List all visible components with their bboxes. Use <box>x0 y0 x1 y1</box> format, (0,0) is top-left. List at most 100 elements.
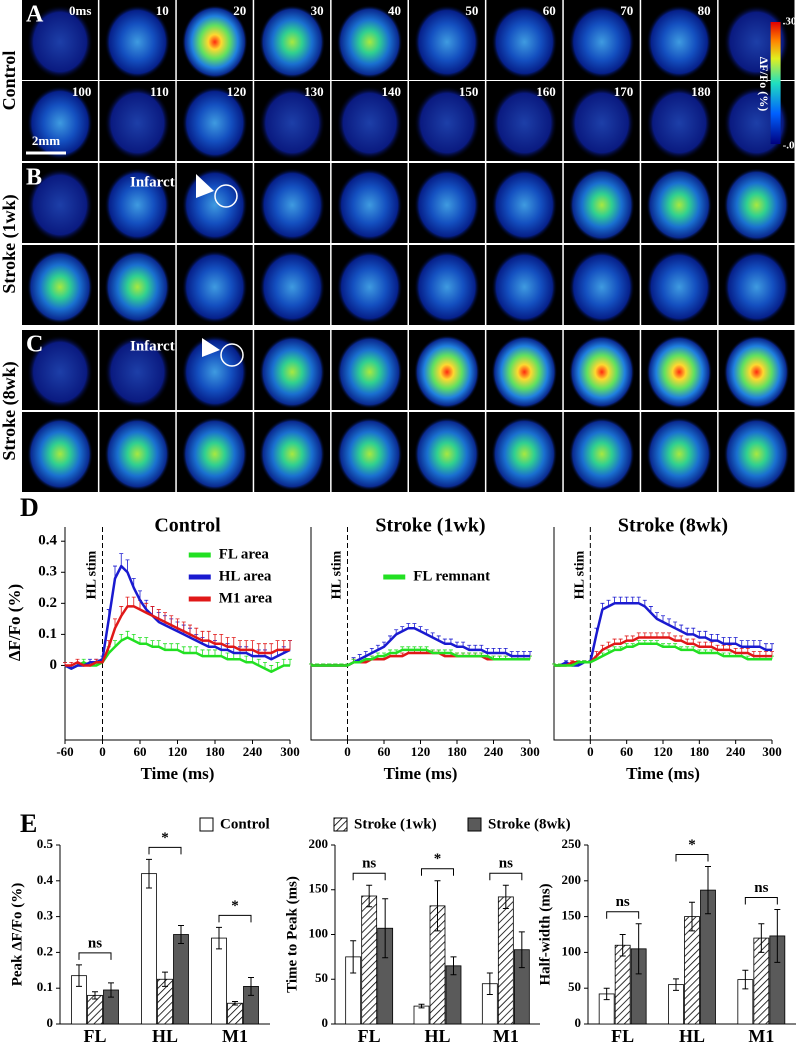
error-bar <box>350 940 357 974</box>
x-tick-label: 120 <box>168 744 188 759</box>
x-tick-label: 300 <box>520 744 540 759</box>
legend-swatch <box>333 817 348 832</box>
legend-swatch <box>199 817 214 832</box>
y-tick-label: 0.1 <box>38 626 57 642</box>
activity-map <box>723 250 790 324</box>
activity-map <box>646 250 713 324</box>
bar <box>361 895 378 1025</box>
chart-title: Stroke (8wk) <box>618 515 728 537</box>
significance-bracket <box>148 846 182 855</box>
significance-bracket <box>489 872 523 881</box>
x-tick-label: 60 <box>134 744 147 759</box>
y-tick-label: 100 <box>309 925 329 940</box>
panel-label: E <box>20 809 37 838</box>
group-label: Control <box>0 51 19 111</box>
significance-label: * <box>231 898 239 914</box>
x-tick-label: 0 <box>344 744 351 759</box>
time-label: 70 <box>620 3 633 18</box>
y-tick-label: 0.2 <box>38 595 57 611</box>
infarct-circle <box>214 184 238 208</box>
infarct-label: Infarct <box>130 338 175 354</box>
error-bar <box>518 931 525 969</box>
y-tick-label: 0.1 <box>37 979 53 994</box>
y-tick-label: 0.3 <box>38 564 57 580</box>
x-tick-label: 300 <box>762 744 782 759</box>
legend-label: Stroke (1wk) <box>354 816 437 832</box>
activity-map <box>646 417 713 491</box>
error-bar <box>169 615 174 626</box>
bar <box>413 1005 430 1025</box>
legend-label: FL remnant <box>413 568 490 584</box>
series-line <box>554 642 772 667</box>
error-bar <box>163 612 167 622</box>
x-tick-label: FL <box>358 1026 381 1046</box>
activity-map <box>336 168 403 242</box>
y-tick-label: 0 <box>322 1015 329 1030</box>
time-label: 180 <box>691 84 711 99</box>
activity-map <box>568 86 635 160</box>
x-tick-label: 60 <box>378 744 391 759</box>
infarct-arrow <box>202 338 220 357</box>
stim-label: HL stim <box>330 550 345 599</box>
error-bar <box>178 925 184 944</box>
activity-map <box>27 250 93 324</box>
x-tick-label: HL <box>152 1026 178 1046</box>
bar <box>227 1002 243 1025</box>
legend-swatch <box>467 817 482 832</box>
error-bar <box>238 640 242 650</box>
colorbar-label: ΔF/Fo (%) <box>757 57 771 112</box>
error-bar <box>200 630 205 641</box>
stim-label: HL stim <box>573 550 588 599</box>
activity-map <box>181 168 248 242</box>
error-bar <box>244 640 249 650</box>
activity-map <box>414 86 480 160</box>
error-bar <box>162 971 168 987</box>
panel-label: B <box>26 165 42 191</box>
activity-map <box>491 250 558 324</box>
error-bar <box>194 627 199 638</box>
legend-label: M1 area <box>219 590 273 606</box>
panel-label: A <box>26 2 44 28</box>
activity-map <box>568 168 635 242</box>
legend-label: HL area <box>219 568 272 584</box>
activity-map <box>414 168 480 242</box>
time-label: 80 <box>698 3 711 18</box>
significance-label: ns <box>362 856 376 872</box>
time-label: 110 <box>150 84 169 99</box>
group-label: Stroke (1wk) <box>0 194 20 293</box>
error-bar <box>434 880 441 932</box>
bar <box>684 916 700 1025</box>
y-tick-label: 250 <box>562 836 582 851</box>
activity-map <box>414 335 480 409</box>
error-bar <box>181 621 186 632</box>
y-tick-label: 150 <box>562 908 582 923</box>
activity-map <box>336 86 403 160</box>
infarct-arrow <box>196 174 214 198</box>
error-bar <box>213 633 217 644</box>
bar <box>614 944 631 1025</box>
activity-map <box>336 5 403 79</box>
activity-map <box>414 5 480 79</box>
error-bar <box>225 637 230 647</box>
x-tick-label: M1 <box>748 1026 774 1046</box>
panel-label: D <box>20 493 39 522</box>
activity-map <box>336 417 403 491</box>
error-bar <box>119 553 124 567</box>
error-bar <box>382 898 389 959</box>
y-axis-label: Half-width (ms) <box>537 883 553 985</box>
time-label: 40 <box>388 3 401 18</box>
significance-label: * <box>688 837 696 853</box>
time-label: 120 <box>227 84 247 99</box>
y-tick-label: 0 <box>50 657 58 673</box>
chart-title: Control <box>154 515 221 537</box>
bar <box>87 994 103 1025</box>
activity-map <box>259 335 326 409</box>
activity-map <box>723 335 790 409</box>
error-bar <box>125 596 130 607</box>
error-bar <box>774 908 781 963</box>
error-bar <box>366 884 373 908</box>
x-tick-label: 300 <box>280 744 300 759</box>
significance-label: ns <box>616 894 630 910</box>
activity-map <box>27 417 93 491</box>
